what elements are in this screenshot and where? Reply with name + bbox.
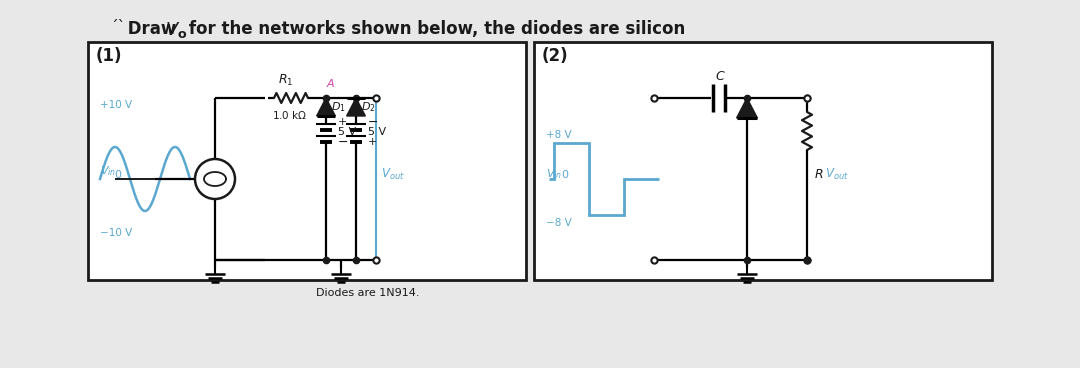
Text: −: − (338, 135, 349, 149)
Text: 0: 0 (114, 170, 121, 180)
Text: −8 V: −8 V (546, 218, 571, 228)
Text: +10 V: +10 V (100, 100, 132, 110)
Text: $V_{in}$: $V_{in}$ (100, 164, 117, 178)
Text: C: C (715, 70, 724, 83)
Polygon shape (316, 98, 336, 116)
Text: $D_1$: $D_1$ (330, 100, 346, 114)
Text: $V_{out}$: $V_{out}$ (825, 166, 849, 181)
Text: $\mathbf{\it{V}}_{\mathbf{o}}$: $\mathbf{\it{V}}_{\mathbf{o}}$ (165, 20, 188, 40)
Text: +: + (338, 117, 348, 127)
Bar (534, 42, 993, 280)
Text: ´`: ´` (110, 20, 125, 35)
Text: −10 V: −10 V (100, 228, 132, 238)
Text: for the networks shown below, the diodes are silicon: for the networks shown below, the diodes… (183, 20, 685, 38)
Text: 1.0 k$\Omega$: 1.0 k$\Omega$ (272, 109, 307, 121)
Text: Diodes are 1N914.: Diodes are 1N914. (316, 288, 419, 298)
Text: (2): (2) (542, 47, 569, 65)
Text: (1): (1) (96, 47, 122, 65)
Polygon shape (737, 98, 757, 118)
Text: $D_2$: $D_2$ (361, 100, 376, 114)
Text: 5 V: 5 V (368, 127, 387, 137)
Text: 5 V: 5 V (338, 127, 356, 137)
Text: $V_{in}$: $V_{in}$ (546, 167, 563, 181)
Text: R: R (815, 167, 824, 180)
Polygon shape (347, 98, 365, 116)
Text: +8 V: +8 V (546, 130, 571, 140)
Text: $V_{out}$: $V_{out}$ (381, 166, 405, 181)
Text: −: − (368, 116, 378, 128)
Text: +: + (368, 137, 377, 147)
Bar (87, 42, 526, 280)
Text: Draw: Draw (122, 20, 183, 38)
Text: $R_1$: $R_1$ (278, 73, 294, 88)
Text: A: A (327, 79, 335, 89)
Text: 0: 0 (561, 170, 568, 180)
